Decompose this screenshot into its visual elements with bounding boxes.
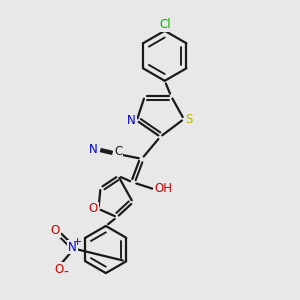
Text: C: C — [114, 145, 122, 158]
Text: O: O — [51, 224, 60, 237]
Text: +: + — [73, 237, 83, 247]
Text: N: N — [68, 241, 77, 254]
Text: N: N — [89, 143, 98, 156]
Text: -: - — [63, 266, 68, 280]
Text: OH: OH — [154, 182, 172, 195]
Text: O: O — [54, 263, 63, 276]
Text: Cl: Cl — [159, 18, 170, 31]
Text: O: O — [88, 202, 98, 215]
Text: N: N — [127, 114, 136, 127]
Text: S: S — [185, 112, 193, 126]
